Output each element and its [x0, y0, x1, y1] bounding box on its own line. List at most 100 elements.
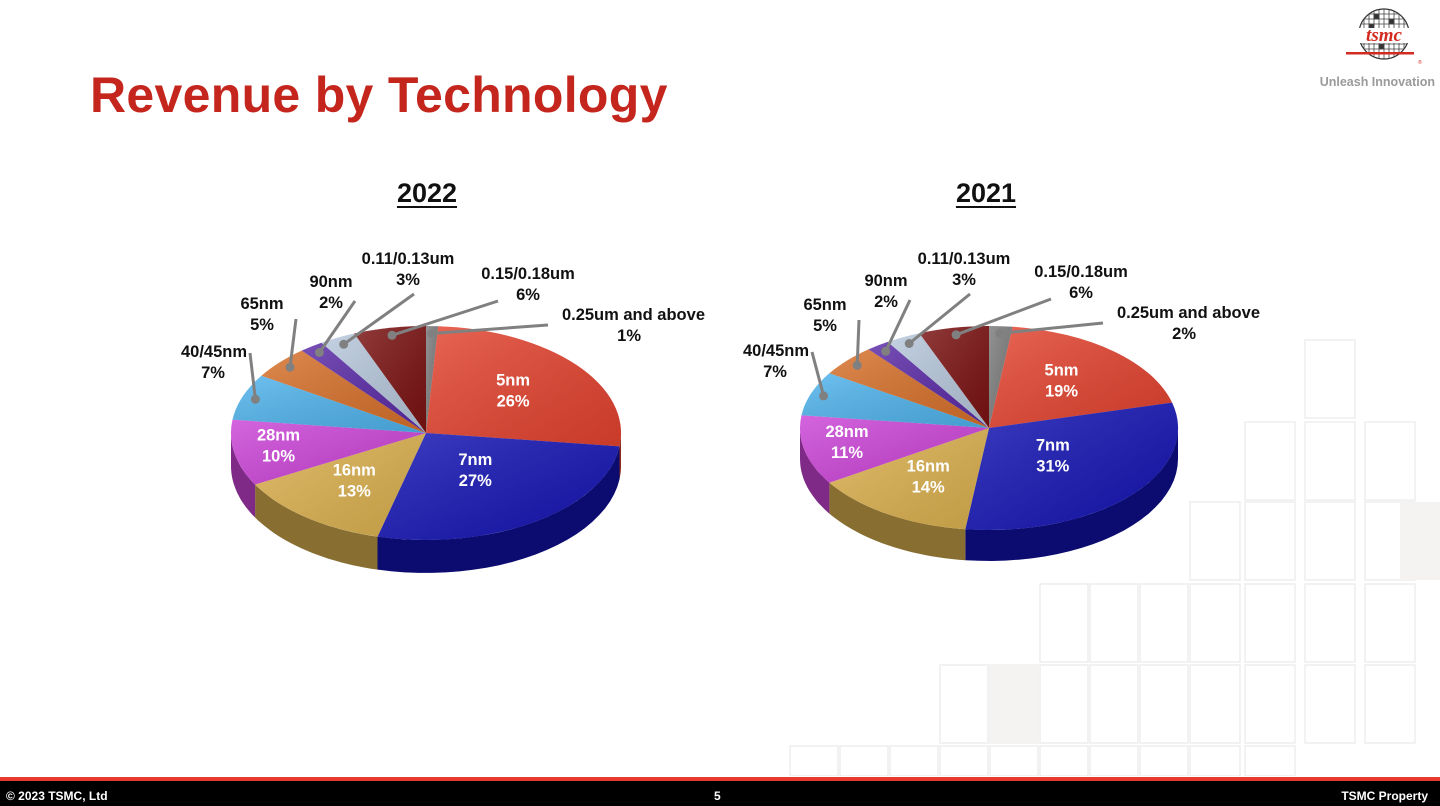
slice-shade-40-45nm — [232, 375, 426, 433]
leader-dot-40-45nm — [250, 394, 260, 404]
leader-dot-0-25um-and-above — [427, 329, 437, 338]
value-40-45nm: 7% — [201, 364, 225, 382]
side-16nm — [255, 484, 378, 570]
value-5nm: 26% — [497, 392, 530, 410]
leader-65nm — [855, 319, 861, 366]
slice-shade-0-25um-and-above — [426, 325, 439, 433]
label-28nm: 28nm — [257, 426, 300, 444]
slice-shade-40-45nm — [801, 373, 989, 428]
value-0-25um-and-above: 1% — [617, 327, 641, 345]
slice-shade-0-15-0-18um — [919, 326, 989, 428]
label-7nm: 7nm — [458, 451, 492, 469]
leader-dot-0-25um-and-above — [995, 328, 1005, 338]
slice-shade-7nm — [377, 433, 620, 540]
chart-title-2022: 2022 — [396, 178, 458, 208]
label-0-11-0-13um: 0.11/0.13um — [918, 250, 1011, 268]
value-40-45nm: 7% — [763, 363, 787, 381]
logo-wordmark: tsmc — [1366, 25, 1402, 46]
leader-0-25um-and-above — [431, 323, 549, 335]
label-5nm: 5nm — [496, 371, 530, 389]
leader-dot-0-11-0-13um — [339, 339, 349, 349]
label-16nm: 16nm — [333, 462, 376, 480]
side-16nm — [829, 482, 966, 561]
label-5nm: 5nm — [1045, 362, 1079, 380]
leader-dot-0-15-0-18um — [951, 330, 961, 340]
footer-page-number: 5 — [714, 789, 721, 803]
leader-dot-90nm — [881, 346, 891, 356]
label-90nm: 90nm — [864, 272, 907, 290]
value-0-25um-and-above: 2% — [1172, 325, 1196, 343]
value-65nm: 5% — [250, 316, 274, 334]
label-65nm: 65nm — [803, 296, 846, 314]
value-0-11-0-13um: 3% — [952, 271, 976, 289]
leader-90nm — [884, 299, 912, 352]
tagline: Unleash Innovation — [1319, 75, 1435, 89]
label-16nm: 16nm — [907, 458, 950, 476]
label-0-15-0-18um: 0.15/0.18um — [1034, 263, 1128, 281]
side-7nm — [965, 428, 1178, 561]
label-90nm: 90nm — [309, 273, 352, 291]
slice-shade-16nm — [829, 428, 989, 530]
leader-40-45nm — [248, 352, 257, 400]
pie-2022: 0.25um and above 1% 5nm 26% 7nm 27% 16nm 13% 28n… — [181, 250, 705, 573]
label-0-25um-and-above: 0.25um and above — [562, 306, 705, 324]
value-0-15-0-18um: 6% — [516, 286, 540, 304]
value-28nm: 11% — [831, 444, 863, 462]
label-40-45nm: 40/45nm — [181, 343, 247, 361]
pie-2021: 0.25um and above 2% 5nm 19% 7nm 31% 16nm 14% 28n… — [743, 250, 1260, 561]
slice-shade-65nm — [829, 349, 989, 428]
slice-shade-0-11-0-13um — [321, 333, 426, 433]
footer-copyright: © 2023 TSMC, Ltd — [6, 789, 108, 803]
footer-accent-line — [0, 777, 1440, 781]
tsmc-logo: tsmc ® — [1346, 8, 1422, 66]
label-7nm: 7nm — [1036, 436, 1070, 454]
slice-shade-5nm — [989, 326, 1173, 428]
side-28nm — [231, 433, 256, 518]
leader-0-15-0-18um — [955, 297, 1052, 337]
slice-shade-0-15-0-18um — [354, 326, 426, 433]
label-40-45nm: 40/45nm — [743, 342, 809, 360]
label-0-11-0-13um: 0.11/0.13um — [362, 250, 455, 268]
value-16nm: 14% — [912, 479, 945, 497]
slice-shade-28nm — [230, 419, 426, 485]
footer-property: TSMC Property — [1341, 789, 1428, 803]
decorative-grid — [789, 339, 1440, 776]
leader-0-15-0-18um — [391, 299, 499, 337]
slide-title: Revenue by Technology — [90, 67, 668, 123]
leader-40-45nm — [810, 351, 826, 397]
chart-title-2021: 2021 — [955, 178, 1017, 208]
leader-0-11-0-13um — [908, 292, 971, 345]
label-0-25um-and-above: 0.25um and above — [1117, 304, 1260, 322]
leader-0-11-0-13um — [342, 292, 415, 346]
value-90nm: 2% — [874, 293, 898, 311]
slice-shade-28nm — [799, 415, 989, 483]
slice-shade-90nm — [868, 341, 989, 428]
value-28nm: 10% — [262, 447, 295, 465]
slice-shade-0-11-0-13um — [887, 333, 989, 428]
leader-dot-0-11-0-13um — [904, 339, 914, 348]
footer-bar: © 2023 TSMC, Ltd 5 TSMC Property — [0, 781, 1440, 806]
label-65nm: 65nm — [240, 295, 283, 313]
leader-dot-90nm — [314, 348, 324, 357]
slice-shade-7nm — [965, 402, 1179, 531]
slice-shade-0-25um-and-above — [989, 326, 1013, 428]
leader-dot-65nm — [285, 362, 295, 372]
value-7nm: 31% — [1036, 457, 1069, 475]
side-28nm — [800, 428, 830, 514]
value-65nm: 5% — [813, 317, 837, 335]
leader-dot-0-15-0-18um — [387, 330, 397, 340]
value-7nm: 27% — [459, 472, 492, 490]
leader-90nm — [318, 300, 357, 354]
value-0-11-0-13um: 3% — [396, 271, 420, 289]
side-7nm — [377, 446, 620, 573]
svg-text:®: ® — [1418, 59, 1422, 66]
slice-shade-5nm — [426, 326, 622, 447]
leader-dot-65nm — [852, 360, 862, 370]
leader-0-25um-and-above — [999, 321, 1104, 335]
leader-dot-40-45nm — [819, 391, 829, 401]
value-16nm: 13% — [338, 483, 371, 501]
slice-shade-90nm — [301, 342, 426, 433]
value-0-15-0-18um: 6% — [1069, 284, 1093, 302]
label-0-15-0-18um: 0.15/0.18um — [481, 265, 575, 283]
